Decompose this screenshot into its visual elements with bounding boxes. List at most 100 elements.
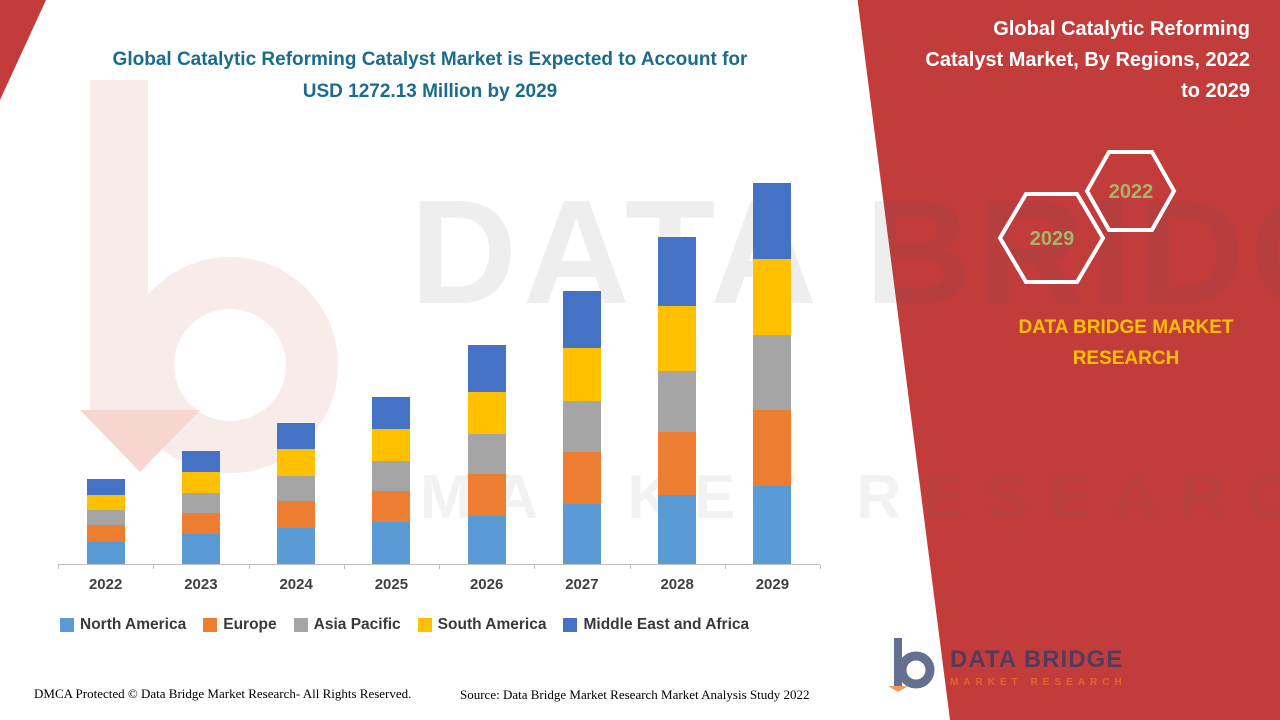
legend-label: North America	[80, 616, 187, 633]
bar-column	[58, 478, 153, 564]
x-axis-labels: 2022 2023 2024 2025 2026 2027 2028 2029	[58, 576, 820, 593]
bar-segment	[277, 501, 316, 529]
bar-segment	[753, 409, 792, 487]
hexagon-badges: 2022 2029	[992, 140, 1192, 305]
bar-column	[153, 451, 248, 564]
legend-swatch	[563, 618, 578, 632]
bar-segment	[181, 513, 220, 535]
bar-segment	[277, 528, 316, 564]
watermark-text-line1: DATA BRIDGE	[410, 170, 1280, 335]
brand-name-text: DATA BRIDGE MARKET RESEARCH	[1018, 317, 1234, 370]
bar-segment	[86, 510, 125, 526]
axis-tick	[153, 565, 155, 569]
bar-segment	[372, 490, 411, 523]
x-axis-label: 2029	[755, 576, 790, 593]
x-axis-label: 2028	[660, 576, 694, 593]
bar-segment	[562, 451, 601, 505]
bar-segment	[467, 345, 506, 392]
legend-swatch	[203, 618, 218, 632]
bar-segment	[753, 259, 792, 335]
legend-item: Europe	[203, 616, 277, 634]
dmca-notice: DMCA Protected © Data Bridge Market Rese…	[34, 686, 412, 701]
legend-label: Asia Pacific	[313, 616, 401, 633]
company-logo-name: DATA BRIDGE	[950, 645, 1124, 673]
bar-segment	[86, 525, 125, 542]
bar-segment	[467, 516, 506, 564]
bar-stack	[562, 290, 601, 564]
bar-segment	[86, 494, 125, 511]
bar-stack	[658, 236, 697, 564]
x-axis-label: 2027	[565, 576, 599, 593]
hexagon-2029	[997, 192, 1106, 284]
x-axis-line	[58, 564, 821, 569]
axis-tick	[58, 565, 59, 569]
bar-stack	[753, 183, 792, 564]
corner-accent-triangle	[0, 0, 46, 100]
bar-segment	[562, 504, 601, 564]
bar-segment	[753, 486, 792, 564]
bar-segment	[372, 522, 411, 564]
legend-swatch	[293, 618, 308, 632]
page-title: Global Catalytic Reforming Catalyst Mark…	[112, 49, 748, 103]
axis-tick	[248, 565, 250, 569]
bar-segment	[658, 370, 697, 433]
source-note: Source: Data Bridge Market Research Mark…	[460, 687, 810, 702]
axis-tick	[820, 565, 821, 569]
bar-chart	[58, 160, 820, 564]
company-logo-subtitle: MARKET RESEARCH	[950, 676, 1127, 688]
bar-segment	[467, 474, 506, 517]
bar-stack	[467, 345, 506, 564]
bar-column	[344, 396, 439, 564]
bar-segment	[277, 449, 316, 476]
bar-stack	[372, 396, 411, 564]
bar-segment	[658, 306, 697, 371]
bar-segment	[658, 432, 697, 496]
bar-column	[630, 236, 725, 564]
bar-segment	[86, 478, 125, 495]
bar-segment	[467, 433, 506, 475]
bar-segment	[562, 290, 601, 348]
bar-segment	[753, 334, 792, 410]
chart-legend: North America Europe Asia Pacific South Ame…	[60, 616, 749, 634]
bar-segment	[181, 451, 220, 472]
bar-segment	[753, 183, 792, 260]
legend-item: North America	[60, 616, 186, 634]
bar-column	[249, 422, 344, 564]
bar-column	[534, 290, 629, 564]
bar-column	[439, 345, 534, 564]
bar-segment	[277, 475, 316, 502]
axis-tick	[343, 565, 345, 569]
bar-segment	[181, 534, 220, 564]
company-logo: DATA BRIDGE MARKET RESEARCH	[888, 636, 1127, 697]
company-logo-icon	[888, 636, 940, 697]
bar-segment	[372, 396, 411, 430]
bar-segment	[562, 347, 601, 401]
watermark-logo	[80, 80, 350, 485]
legend-label: Middle East and Africa	[583, 616, 750, 633]
x-axis-label: 2024	[279, 576, 313, 593]
bar-segment	[562, 400, 601, 452]
bar-segment	[277, 422, 316, 450]
legend-label: Europe	[223, 616, 277, 633]
bar-segment	[181, 471, 220, 493]
bar-segment	[86, 541, 125, 564]
legend-swatch	[417, 618, 432, 632]
axis-tick	[629, 565, 631, 569]
bar-segment	[658, 495, 697, 564]
bar-column	[725, 183, 820, 564]
bar-segment	[467, 391, 506, 434]
x-axis-label: 2025	[374, 576, 409, 593]
bar-stack	[181, 451, 220, 564]
legend-item: Asia Pacific	[293, 616, 401, 634]
x-axis-label: 2023	[184, 576, 218, 593]
bar-segment	[372, 429, 411, 461]
axis-tick	[439, 565, 440, 569]
bar-segment	[181, 492, 220, 514]
side-panel-title: Global Catalytic Reforming Catalyst Mark…	[925, 18, 1250, 102]
svg-text:2029: 2029	[1030, 228, 1075, 250]
axis-tick	[724, 565, 726, 569]
bar-stack	[277, 422, 316, 564]
bar-segment	[372, 460, 411, 491]
legend-label: South America	[437, 616, 547, 633]
